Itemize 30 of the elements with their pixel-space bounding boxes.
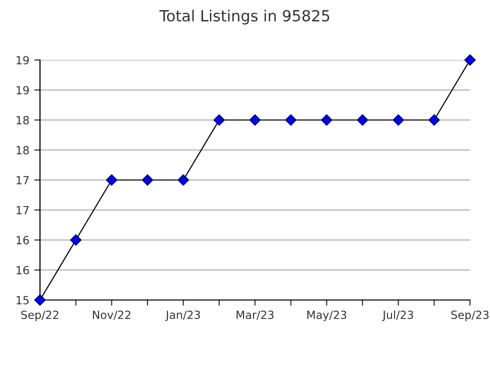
point	[285, 114, 296, 126]
point	[106, 174, 118, 186]
point	[428, 114, 440, 126]
y-tick-label: 16	[16, 266, 29, 274]
x-tick-label: Sep/22	[21, 310, 58, 322]
y-tick-label: 17	[16, 206, 29, 214]
point	[356, 114, 368, 126]
point	[70, 234, 82, 246]
x-tick-label: Mar/23	[236, 310, 274, 320]
x-tick-label: May/23	[307, 310, 346, 322]
point	[34, 294, 46, 306]
point	[142, 174, 154, 186]
x-tick-label: Jul/23	[382, 310, 414, 322]
x-tick-label: Sep/23	[451, 310, 489, 322]
y-tick-label: 19	[16, 56, 29, 64]
x-tick-label: Nov/22	[92, 310, 130, 320]
x-tick-label: Jan/23	[165, 310, 200, 322]
point	[214, 114, 225, 126]
point	[178, 174, 189, 186]
point	[249, 114, 261, 126]
chart-title: Total Listings in 95825	[159, 10, 330, 24]
y-tick-label: 18	[16, 116, 29, 124]
y-tick-label: 19	[16, 86, 29, 94]
point	[464, 54, 476, 66]
y-tick-label: 15	[16, 296, 29, 304]
y-tick-label: 17	[16, 176, 29, 184]
y-tick-label: 18	[16, 146, 29, 154]
point	[392, 114, 404, 126]
y-tick-label: 16	[16, 236, 29, 244]
point	[321, 114, 332, 126]
